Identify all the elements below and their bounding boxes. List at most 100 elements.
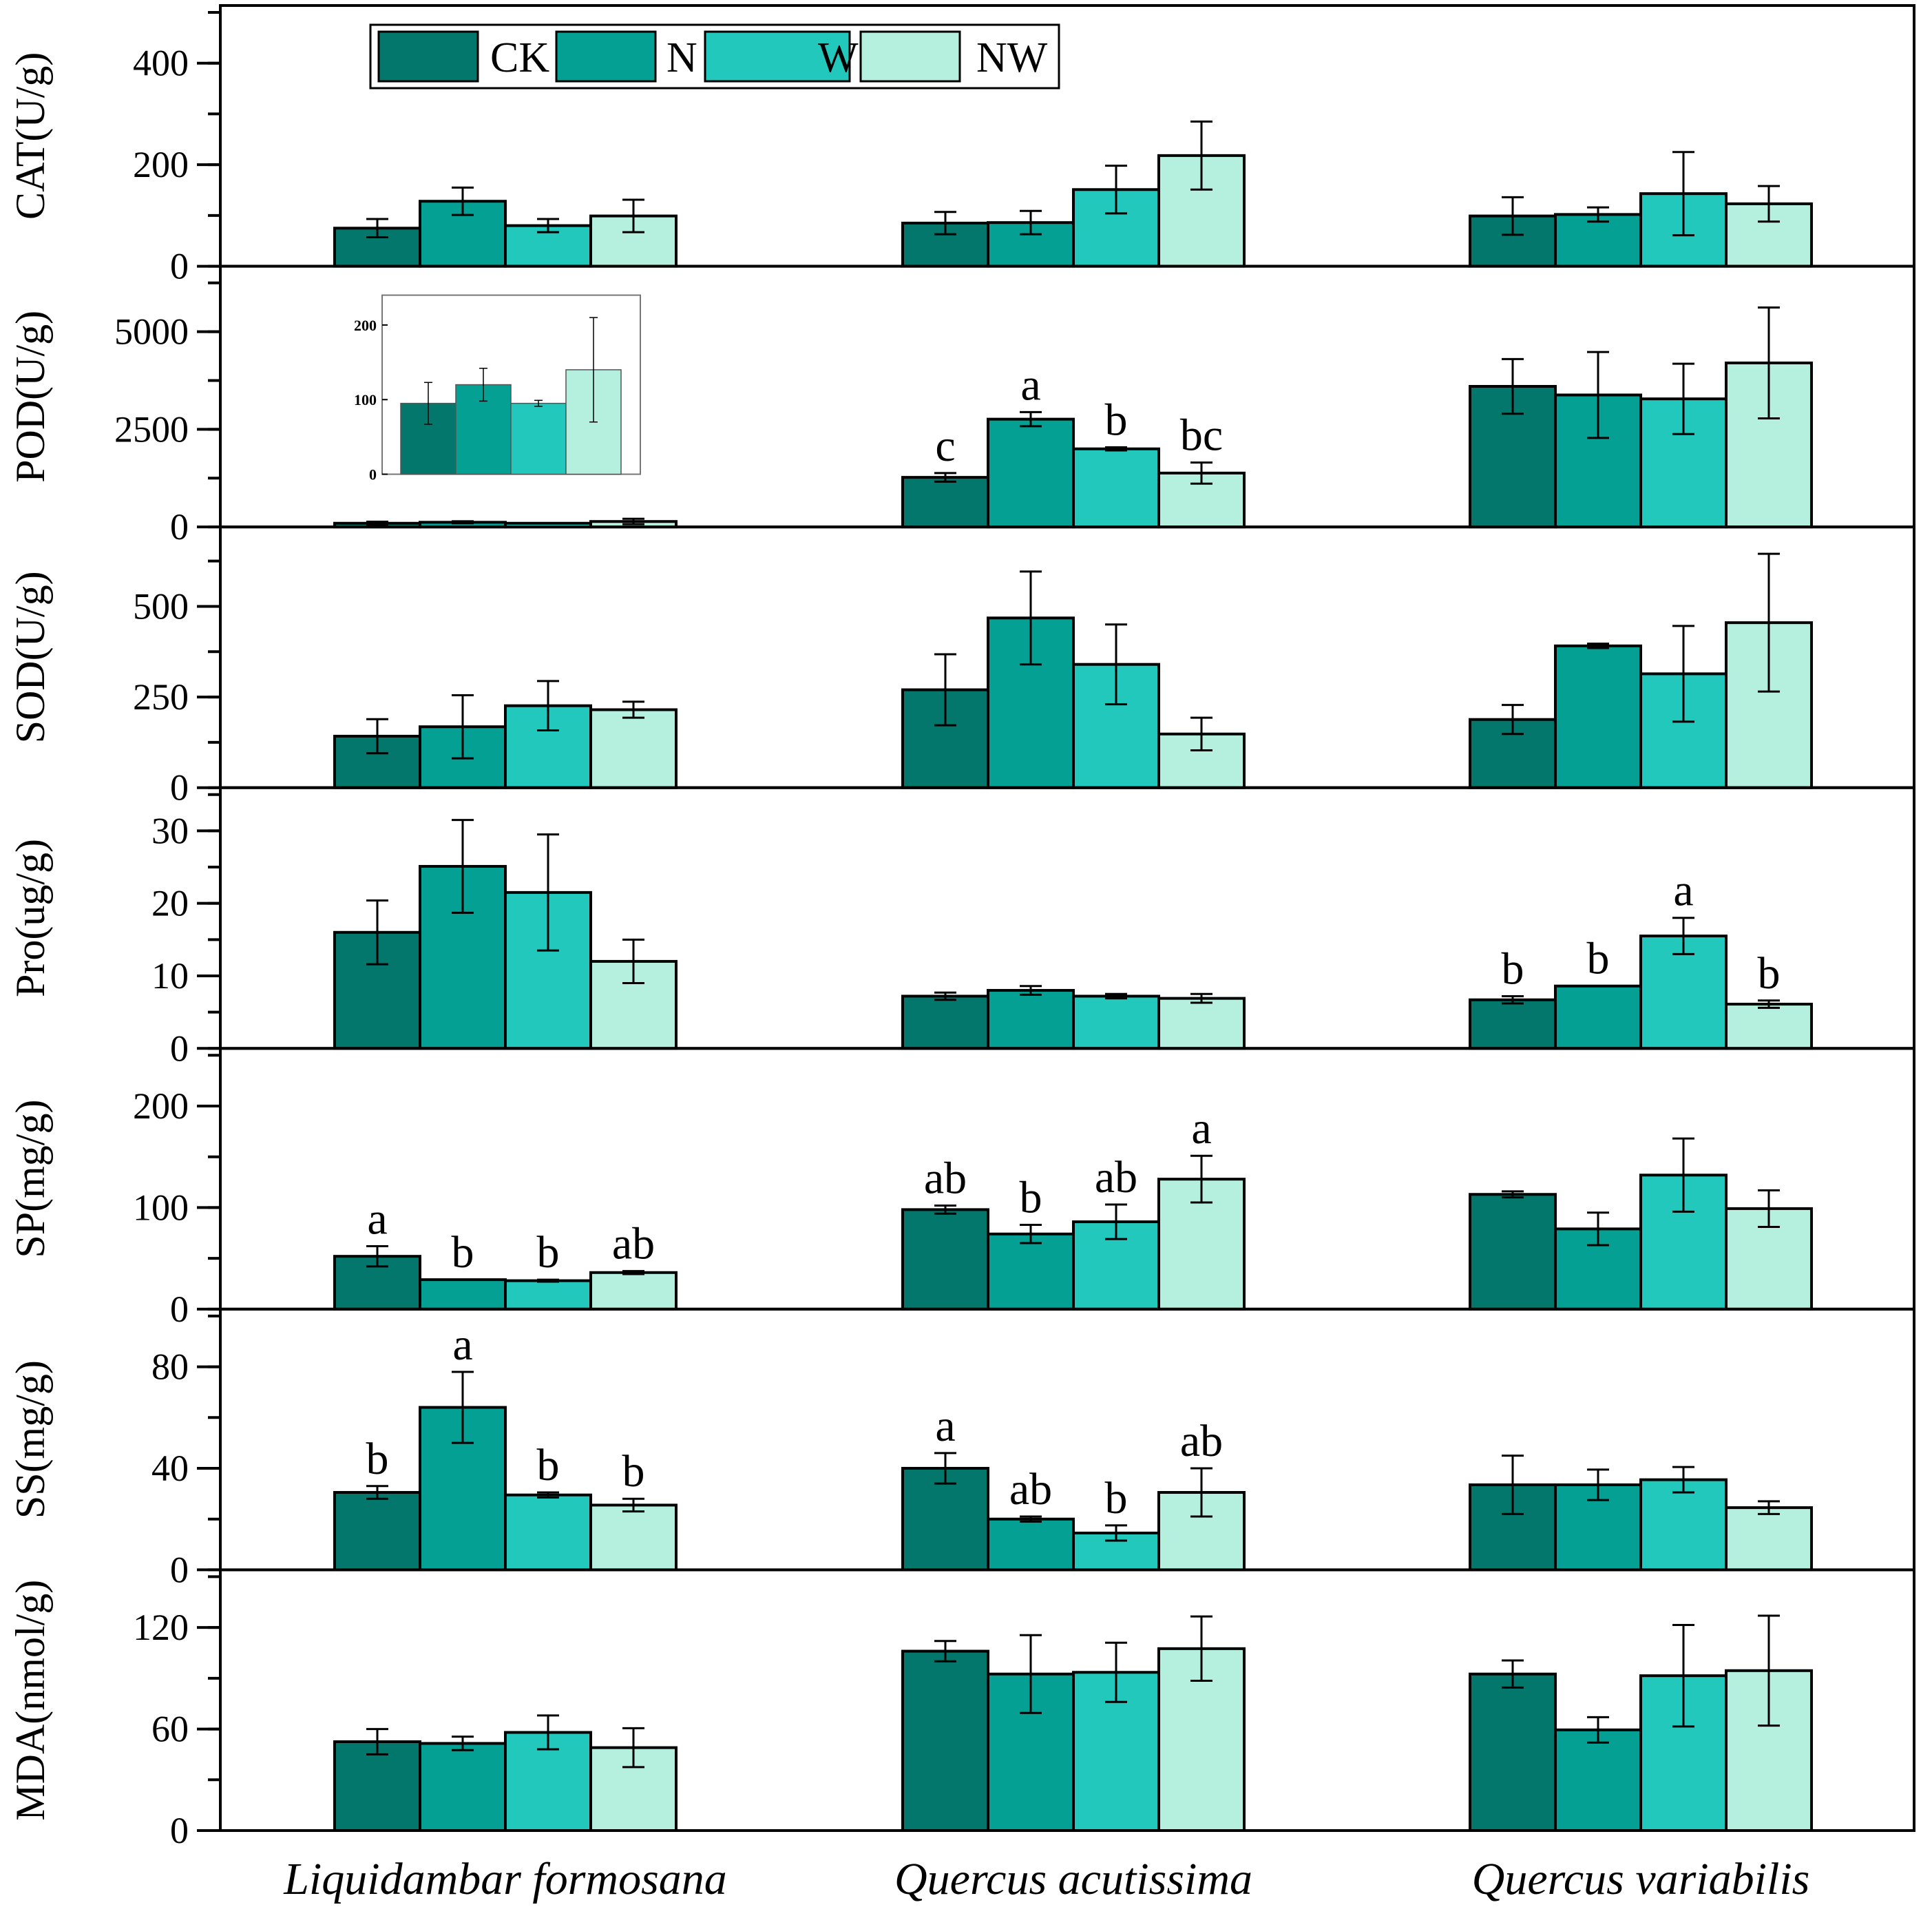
significance-letter: b (1020, 1172, 1042, 1222)
significance-letter: ab (924, 1153, 967, 1203)
bar-n (419, 1278, 507, 1311)
significance-letter: b (537, 1227, 560, 1278)
bar-n (987, 417, 1075, 529)
y-tick-label: 100 (133, 1187, 189, 1228)
legend-label-nw: NW (976, 34, 1048, 81)
y-axis-label: SP(mg/g) (8, 1100, 53, 1258)
significance-letter: b (1105, 395, 1128, 445)
significance-letter: b (1105, 1473, 1128, 1523)
significance-letter: a (1191, 1103, 1211, 1154)
y-tick-label: 400 (133, 43, 189, 84)
y-axis-label: SOD(U/g) (8, 571, 53, 743)
y-tick-label: 0 (170, 1549, 189, 1590)
y-tick-label: 200 (133, 1085, 189, 1127)
y-axis-label: POD(U/g) (8, 311, 53, 483)
bar-ck (901, 1467, 989, 1572)
bar-ck (901, 994, 989, 1050)
significance-letter: b (1758, 948, 1781, 999)
bar-nw (1725, 1003, 1813, 1050)
y-tick-label: 0 (170, 506, 189, 548)
bar-w (1072, 994, 1160, 1050)
y-tick-label: 0 (170, 1810, 189, 1851)
y-tick-label: 0 (170, 246, 189, 287)
significance-letter: b (366, 1434, 389, 1484)
legend-label-ck: CK (490, 34, 549, 81)
y-axis-label: MDA(nmol/g) (8, 1580, 53, 1821)
y-tick-label: 0 (170, 1028, 189, 1069)
inset-tick-label: 0 (369, 466, 377, 483)
significance-letter: ab (1095, 1152, 1137, 1202)
bar-n (1554, 984, 1642, 1050)
bar-nw (589, 1503, 678, 1572)
bar-w (504, 1279, 592, 1311)
inset-bar-w (510, 402, 567, 475)
inset-tick-label: 200 (354, 317, 377, 334)
bar-ck (1469, 1672, 1557, 1833)
significance-letter: a (367, 1194, 387, 1244)
panel-1: 0 2500 5000 POD(U/g) c a b bc 0 100 200 (8, 264, 1915, 548)
bar-w (504, 1493, 592, 1572)
significance-letter: a (1020, 359, 1040, 410)
legend-swatch-ck (377, 30, 479, 83)
y-tick-label: 20 (151, 883, 189, 924)
y-axis-label: CAT(U/g) (8, 52, 53, 220)
legend-swatch-n (555, 30, 657, 83)
significance-letter: bc (1180, 410, 1223, 461)
significance-letter: a (935, 1401, 955, 1451)
significance-letter: b (537, 1440, 560, 1490)
y-axis-label: Pro(ug/g) (8, 839, 53, 997)
y-tick-label: 60 (151, 1709, 189, 1750)
legend-label-w: W (818, 34, 859, 81)
x-category-label: Quercus variabilis (1472, 1854, 1810, 1904)
x-category-labels: Liquidambar formosana Quercus acutissima Q… (283, 1854, 1809, 1904)
bar-w (1072, 447, 1160, 529)
y-tick-label: 30 (151, 810, 189, 851)
legend-swatch-nw (859, 30, 961, 83)
bar-n (987, 1232, 1075, 1311)
significance-letter: b (1587, 934, 1610, 984)
y-tick-label: 120 (133, 1607, 189, 1648)
inset-tick-label: 100 (354, 391, 377, 408)
bar-ck (1469, 1193, 1557, 1311)
bar-nw (589, 1271, 678, 1311)
inset-chart: 0 100 200 (354, 294, 641, 483)
y-axis-label: SS(mg/g) (8, 1360, 53, 1519)
y-tick-label: 250 (133, 676, 189, 718)
bar-n (1554, 1728, 1642, 1833)
significance-letter: b (622, 1446, 645, 1497)
panel-2: 0 250 500 SOD(U/g) (8, 525, 1915, 809)
bar-ck (333, 1491, 421, 1572)
significance-letter: a (1673, 866, 1693, 916)
significance-letter: ab (612, 1219, 655, 1269)
y-tick-label: 40 (151, 1448, 189, 1489)
legend-swatch-w (704, 30, 851, 83)
significance-letter: b (452, 1227, 474, 1278)
bar-ck (1469, 998, 1557, 1050)
y-tick-label: 500 (133, 585, 189, 627)
y-tick-label: 80 (151, 1346, 189, 1388)
significance-letter: c (935, 421, 955, 471)
bar-n (987, 1517, 1075, 1572)
bar-n (419, 1742, 507, 1832)
y-tick-label: 10 (151, 955, 189, 997)
bar-n (987, 989, 1075, 1050)
bar-ck (901, 476, 989, 529)
significance-letter: ab (1180, 1416, 1223, 1466)
y-tick-label: 0 (170, 1289, 189, 1330)
panel-0: 0 200 400 CAT(U/g) (8, 4, 1915, 287)
significance-letter: b (1502, 944, 1524, 994)
bar-ck (901, 1208, 989, 1311)
y-tick-label: 2500 (114, 408, 189, 450)
x-category-label: Quercus acutissima (894, 1854, 1252, 1904)
x-category-label: Liquidambar formosana (283, 1854, 727, 1904)
legend-label-n: N (666, 34, 697, 81)
bar-nw (1725, 1506, 1813, 1572)
bar-ck (901, 1649, 989, 1833)
y-tick-label: 0 (170, 767, 189, 809)
panel-3: 0 10 20 30 Pro(ug/g) b b a b (8, 786, 1915, 1069)
panel-6: 0 60 120 MDA(nmol/g) (8, 1568, 1915, 1851)
